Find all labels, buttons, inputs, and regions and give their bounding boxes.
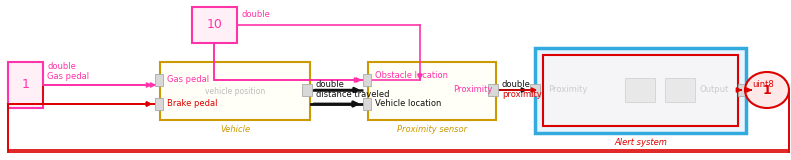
- Bar: [488, 84, 498, 96]
- Text: proximity: proximity: [502, 90, 542, 99]
- Bar: [155, 98, 163, 110]
- Bar: [8, 62, 43, 108]
- Text: double: double: [502, 80, 531, 89]
- Text: Vehicle: Vehicle: [220, 125, 250, 134]
- Text: distance traveled: distance traveled: [316, 90, 389, 99]
- Bar: [738, 84, 748, 96]
- Bar: [625, 78, 655, 102]
- Text: 1: 1: [21, 79, 29, 92]
- Text: Proximity: Proximity: [548, 85, 588, 95]
- Bar: [155, 74, 163, 86]
- Text: Proximity: Proximity: [452, 85, 492, 95]
- Text: Brake pedal: Brake pedal: [167, 100, 218, 108]
- Bar: [302, 84, 312, 96]
- Text: Proximity sensor: Proximity sensor: [397, 125, 467, 134]
- Text: Output: Output: [700, 85, 729, 95]
- Bar: [535, 48, 746, 133]
- Bar: [543, 55, 738, 126]
- Text: Alert system: Alert system: [614, 138, 667, 147]
- Bar: [665, 78, 695, 102]
- Text: 1: 1: [763, 84, 771, 96]
- Bar: [363, 74, 371, 86]
- Text: double: double: [47, 62, 76, 71]
- Bar: [530, 84, 540, 96]
- Text: double: double: [316, 80, 345, 89]
- Text: Gas pedal: Gas pedal: [47, 72, 89, 81]
- Ellipse shape: [745, 72, 789, 108]
- Text: Gas pedal: Gas pedal: [167, 75, 209, 84]
- Text: double: double: [241, 10, 270, 19]
- Bar: [368, 62, 496, 120]
- Text: 10: 10: [206, 19, 222, 32]
- Text: uint8: uint8: [752, 80, 774, 89]
- Text: Vehicle location: Vehicle location: [375, 100, 441, 108]
- Bar: [160, 62, 310, 120]
- Bar: [363, 98, 371, 110]
- Bar: [192, 7, 237, 43]
- Text: Obstacle location: Obstacle location: [375, 72, 448, 80]
- Text: vehicle position: vehicle position: [205, 87, 265, 96]
